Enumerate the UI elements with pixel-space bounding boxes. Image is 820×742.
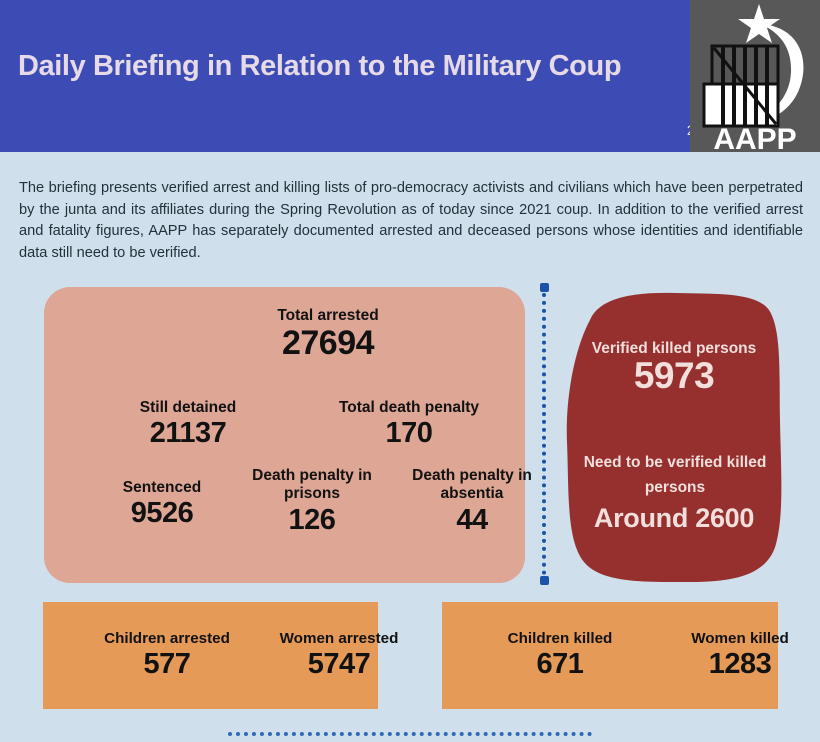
prison-bars-icon xyxy=(702,44,780,128)
star-icon xyxy=(738,4,780,43)
logo-panel: AAPP xyxy=(690,0,820,152)
stat-still-detained: Still detained 21137 xyxy=(64,399,312,448)
stat-children-arrested: Children arrested 577 xyxy=(57,630,277,679)
stat-death-penalty-in-prisons: Death penalty in prisons 126 xyxy=(226,467,398,535)
divider-cap-top xyxy=(540,283,549,292)
verified-killed-value: 5973 xyxy=(633,355,715,396)
stat-children-killed: Children killed 671 xyxy=(450,630,670,679)
stat-value: 671 xyxy=(536,648,584,680)
killed-statistics-panel: Verified killed persons 5973 Need to be … xyxy=(560,290,788,586)
stat-value: 1283 xyxy=(708,648,772,680)
stat-total-death-penalty: Total death penalty 170 xyxy=(274,399,544,448)
divider-cap-bottom xyxy=(540,576,549,585)
stat-label: Death penalty in prisons xyxy=(252,467,372,502)
killed-stats-content: Verified killed persons 5973 Need to be … xyxy=(560,290,788,586)
stat-value: 27694 xyxy=(281,324,375,362)
stat-label: Sentenced xyxy=(122,479,202,496)
stat-value: 5747 xyxy=(307,648,371,680)
stat-value: 170 xyxy=(385,417,433,449)
aapp-logo: AAPP xyxy=(702,4,804,150)
stat-label: Death penalty in absentia xyxy=(412,467,532,502)
stat-label: Children killed xyxy=(507,630,613,647)
crescent-moon-icon xyxy=(746,24,804,123)
bottom-dotted-divider xyxy=(228,732,592,736)
stat-label: Children arrested xyxy=(104,630,230,647)
stat-death-penalty-in-absentia: Death penalty in absentia 44 xyxy=(386,467,558,535)
verified-killed-label: Verified killed persons xyxy=(591,340,757,357)
stat-label: Women killed xyxy=(691,630,789,647)
unverified-killed-label: Need to be verified killed persons xyxy=(583,454,767,496)
logo-wordmark: AAPP xyxy=(713,123,796,150)
stat-value: 9526 xyxy=(130,497,194,529)
stat-value: 126 xyxy=(288,504,336,536)
divider-line xyxy=(542,293,546,575)
stat-women-killed: Women killed 1283 xyxy=(630,630,820,679)
unverified-killed-value: Around 2600 xyxy=(593,503,755,533)
page-title: Daily Briefing in Relation to the Milita… xyxy=(18,50,622,82)
stat-value: 44 xyxy=(456,504,488,536)
stat-value: 21137 xyxy=(149,417,227,449)
stat-value: 577 xyxy=(143,648,191,680)
stat-label: Total death penalty xyxy=(338,399,480,416)
blob-shape xyxy=(566,292,782,583)
arrested-demographics-panel: Children arrested 577 Women arrested 574… xyxy=(43,602,398,709)
stat-total-arrested: Total arrested 27694 xyxy=(178,307,478,361)
stat-sentenced: Sentenced 9526 xyxy=(56,479,268,528)
arrest-statistics-panel: Total arrested 27694 Still detained 2113… xyxy=(44,287,532,583)
vertical-dotted-divider xyxy=(540,283,549,585)
stat-women-arrested: Women arrested 5747 xyxy=(229,630,449,679)
stat-label: Still detained xyxy=(139,399,237,416)
stat-label: Total arrested xyxy=(277,307,379,324)
intro-paragraph: The briefing presents verified arrest an… xyxy=(19,180,803,261)
header-bar xyxy=(0,0,690,152)
page-header: Daily Briefing in Relation to the Milita… xyxy=(0,0,820,152)
killed-demographics-panel: Children killed 671 Women killed 1283 xyxy=(442,602,789,709)
stat-label: Women arrested xyxy=(279,630,399,647)
